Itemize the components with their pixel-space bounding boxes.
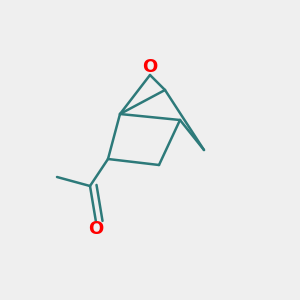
Text: O: O (88, 220, 104, 238)
Text: O: O (142, 58, 158, 76)
